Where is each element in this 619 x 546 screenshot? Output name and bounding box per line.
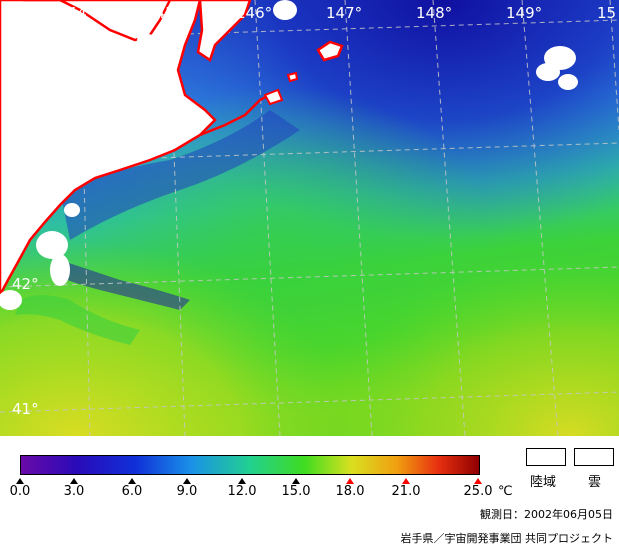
scale-tick-label: 21.0 bbox=[391, 484, 421, 499]
sea-surface-temperature-map bbox=[0, 0, 619, 436]
longitude-label: 147° bbox=[326, 4, 363, 22]
latitude-label: 44° bbox=[12, 28, 39, 46]
scale-tick bbox=[70, 478, 78, 484]
longitude-label: 149° bbox=[506, 4, 543, 22]
kunashiri-shore bbox=[23, 0, 172, 42]
scale-tick-label: 18.0 bbox=[335, 484, 365, 499]
latitude-label: 43° bbox=[12, 151, 39, 169]
scale-tick-label: 15.0 bbox=[281, 484, 311, 499]
latitude-label: 42° bbox=[12, 275, 39, 293]
scale-tick-label: 3.0 bbox=[63, 484, 85, 499]
cloud bbox=[536, 63, 560, 81]
credit-text: 岩手県／宇宙開発事業団 共同プロジェクト bbox=[400, 532, 614, 545]
cloud bbox=[36, 231, 68, 259]
scale-tick-label: 6.0 bbox=[121, 484, 143, 499]
scale-tick bbox=[238, 478, 246, 484]
habomai-island bbox=[316, 40, 344, 62]
scale-tick bbox=[128, 478, 136, 484]
scale-tick-label: 0.0 bbox=[9, 484, 31, 499]
cloud bbox=[558, 74, 578, 90]
cloud bbox=[50, 254, 70, 286]
scale-tick bbox=[292, 478, 300, 484]
land-swatch bbox=[526, 448, 566, 466]
cold-coastal-band bbox=[60, 110, 300, 240]
hokkaido-land bbox=[0, 0, 217, 296]
temperature-color-scale bbox=[20, 455, 480, 475]
longitude-label: 146° bbox=[236, 4, 273, 22]
cloud-patches bbox=[0, 0, 578, 310]
temperature-unit: ℃ bbox=[498, 484, 513, 499]
scale-tick-label: 9.0 bbox=[176, 484, 198, 499]
longitude-label: 148° bbox=[416, 4, 453, 22]
longitude-label: 145° bbox=[146, 4, 183, 22]
scale-tick bbox=[346, 478, 354, 484]
cloud bbox=[273, 0, 297, 20]
cloud-label: 雲 bbox=[588, 475, 602, 490]
scale-tick-label: 25.0 bbox=[463, 484, 493, 499]
scale-tick bbox=[474, 478, 482, 484]
longitude-label: 15 bbox=[597, 4, 617, 22]
cloud bbox=[137, 34, 157, 46]
scale-tick bbox=[402, 478, 410, 484]
observation-date: 観測日：2002年06月05日 bbox=[480, 508, 613, 521]
tiny-island bbox=[286, 71, 299, 83]
latitude-label: 41° bbox=[12, 400, 39, 418]
cloud-swatch bbox=[574, 448, 614, 466]
nemuro-peninsula bbox=[196, 0, 252, 62]
legend: 0.0 3.0 6.0 9.0 12.0 15.0 18.0 21.0 25.0… bbox=[0, 436, 619, 546]
cloud bbox=[0, 290, 22, 310]
green-coastal-strip bbox=[15, 295, 140, 345]
small-island bbox=[263, 88, 284, 106]
cold-eddy bbox=[55, 260, 190, 310]
longitude-label: 144° bbox=[58, 4, 95, 22]
scale-tick bbox=[16, 478, 24, 484]
scale-tick bbox=[183, 478, 191, 484]
scale-tick-label: 12.0 bbox=[227, 484, 257, 499]
southeast-shore bbox=[199, 90, 276, 137]
land-label: 陸域 bbox=[530, 475, 557, 490]
cloud bbox=[64, 203, 80, 217]
